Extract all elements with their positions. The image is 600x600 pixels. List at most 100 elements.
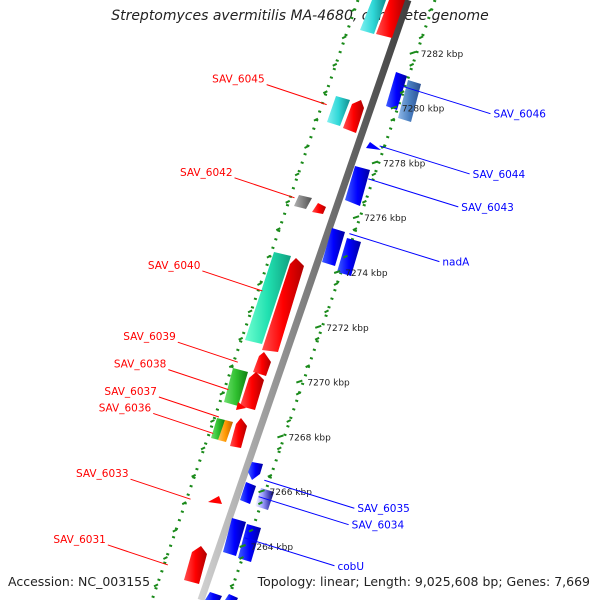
gene-feature-forward[interactable] [224, 368, 248, 406]
gene-label-reverse[interactable]: nadA [442, 257, 470, 269]
gene-label-forward[interactable]: SAV_6033 [76, 468, 129, 480]
gene-feature-reverse[interactable] [366, 142, 381, 150]
gene-feature-reverse[interactable] [345, 166, 370, 206]
gene-feature-reverse[interactable] [223, 518, 246, 556]
gene-leader-line [234, 177, 295, 199]
gene-feature-forward[interactable] [327, 96, 350, 126]
track-dash [333, 282, 339, 286]
gene-features[interactable] [184, 0, 421, 600]
gene-feature-forward[interactable] [262, 258, 304, 352]
gene-label-reverse[interactable]: SAV_6046 [493, 109, 546, 121]
gene-leader-line [202, 270, 263, 292]
gene-feature-reverse[interactable] [225, 594, 238, 600]
gene-label-forward[interactable]: SAV_6038 [114, 359, 167, 371]
gene-feature-reverse[interactable] [386, 72, 407, 110]
gene-feature-forward[interactable] [376, 0, 405, 38]
track-dash [286, 419, 292, 423]
gene-label-forward[interactable]: SAV_6042 [180, 167, 233, 179]
gene-label-reverse[interactable]: SAV_6035 [357, 503, 410, 515]
track-dash [267, 473, 273, 478]
track-dash [351, 8, 357, 12]
gene-feature-forward[interactable] [208, 496, 222, 504]
axis-tick [390, 105, 398, 110]
axis-tick-label: 7274 kbp [345, 269, 388, 279]
track-dash [399, 90, 405, 95]
gene-feature-forward[interactable] [245, 252, 291, 344]
gene-leader-line [266, 84, 327, 106]
gene-leader-line [158, 396, 220, 418]
track-dash [191, 473, 197, 478]
gene-leader-line [264, 479, 355, 509]
track-dash [266, 254, 272, 259]
axis-tick-label: 7266 kbp [270, 488, 313, 498]
gene-feature-forward[interactable] [211, 418, 225, 440]
track-dash [247, 309, 253, 314]
genome-backbone [197, 0, 412, 600]
track-dash [343, 254, 348, 259]
track-dash [294, 172, 300, 177]
track-dash [314, 336, 320, 341]
gene-label-forward[interactable]: SAV_6036 [99, 402, 152, 414]
gene-feature-reverse[interactable] [337, 238, 361, 276]
track-dash [361, 199, 367, 204]
axis-tick-label: 7280 kbp [402, 105, 445, 115]
gene-label-reverse[interactable]: SAV_6043 [461, 202, 514, 214]
track-dash [257, 501, 263, 506]
reverse-gene-labels: SAV_6046 SAV_6044 SAV_6043 nadA SAV_6035 SAV_… [244, 85, 546, 573]
track-dash [418, 35, 424, 40]
axis-tick [409, 50, 417, 55]
gene-leader-line [153, 412, 214, 434]
gene-leader-line [368, 178, 459, 208]
axis-tick [352, 215, 360, 220]
axis-tick-label: 7264 kbp [251, 543, 294, 553]
gene-label-forward[interactable]: SAV_6040 [148, 260, 201, 272]
outer-left-track [150, 0, 360, 600]
track-dash [304, 145, 309, 149]
gene-label-reverse[interactable]: cobU [337, 561, 364, 573]
track-dash [219, 391, 225, 396]
track-dash [228, 364, 234, 369]
gene-leader-line [177, 341, 238, 363]
gene-feature-reverse[interactable] [205, 592, 222, 600]
track-dash [210, 419, 215, 423]
gene-feature-forward[interactable] [240, 372, 264, 410]
gene-feature-forward[interactable] [184, 546, 207, 584]
accession-label: Accession: NC_003155 [8, 574, 151, 589]
gene-feature-reverse[interactable] [240, 482, 256, 504]
axis-ticks: 7264 kbp 7266 kbp 7268 kbp 7270 kbp 7272 kbp… [153, 8, 464, 588]
gene-feature-forward[interactable] [218, 420, 233, 442]
gene-feature-forward[interactable] [360, 0, 386, 34]
track-dash [341, 35, 347, 40]
gene-feature-reverse[interactable] [248, 462, 263, 480]
gene-label-forward[interactable]: SAV_6045 [212, 74, 265, 86]
axis-tick-label: 7270 kbp [307, 379, 350, 389]
gene-feature-forward[interactable] [294, 195, 312, 209]
gene-feature-reverse[interactable] [238, 524, 261, 562]
genome-summary-label: Topology: linear; Length: 9,025,608 bp; … [257, 574, 590, 589]
axis-tick-label: 7282 kbp [421, 50, 464, 60]
gene-feature-forward[interactable] [230, 418, 247, 448]
gene-feature-reverse[interactable] [322, 228, 345, 266]
gene-feature-forward[interactable] [236, 402, 246, 410]
track-dash [238, 336, 244, 341]
gene-leader-line [379, 145, 470, 175]
gene-label-reverse[interactable]: SAV_6034 [352, 520, 405, 532]
track-dash [248, 528, 254, 533]
track-dash [153, 583, 159, 588]
gene-feature-forward[interactable] [253, 352, 271, 376]
axis-tick [239, 544, 246, 548]
gene-label-forward[interactable]: SAV_6037 [104, 386, 157, 398]
gene-feature-forward[interactable] [343, 100, 364, 133]
gene-feature-forward[interactable] [312, 203, 326, 214]
track-dash [332, 62, 338, 67]
track-dash [229, 583, 235, 588]
gene-label-forward[interactable]: SAV_6039 [123, 331, 176, 343]
axis-tick [314, 324, 322, 329]
track-dash [371, 172, 377, 177]
axis-tick-label: 7276 kbp [364, 214, 407, 224]
gene-label-reverse[interactable]: SAV_6044 [473, 169, 526, 181]
track-dash [322, 90, 328, 95]
gene-label-forward[interactable]: SAV_6031 [53, 534, 106, 546]
